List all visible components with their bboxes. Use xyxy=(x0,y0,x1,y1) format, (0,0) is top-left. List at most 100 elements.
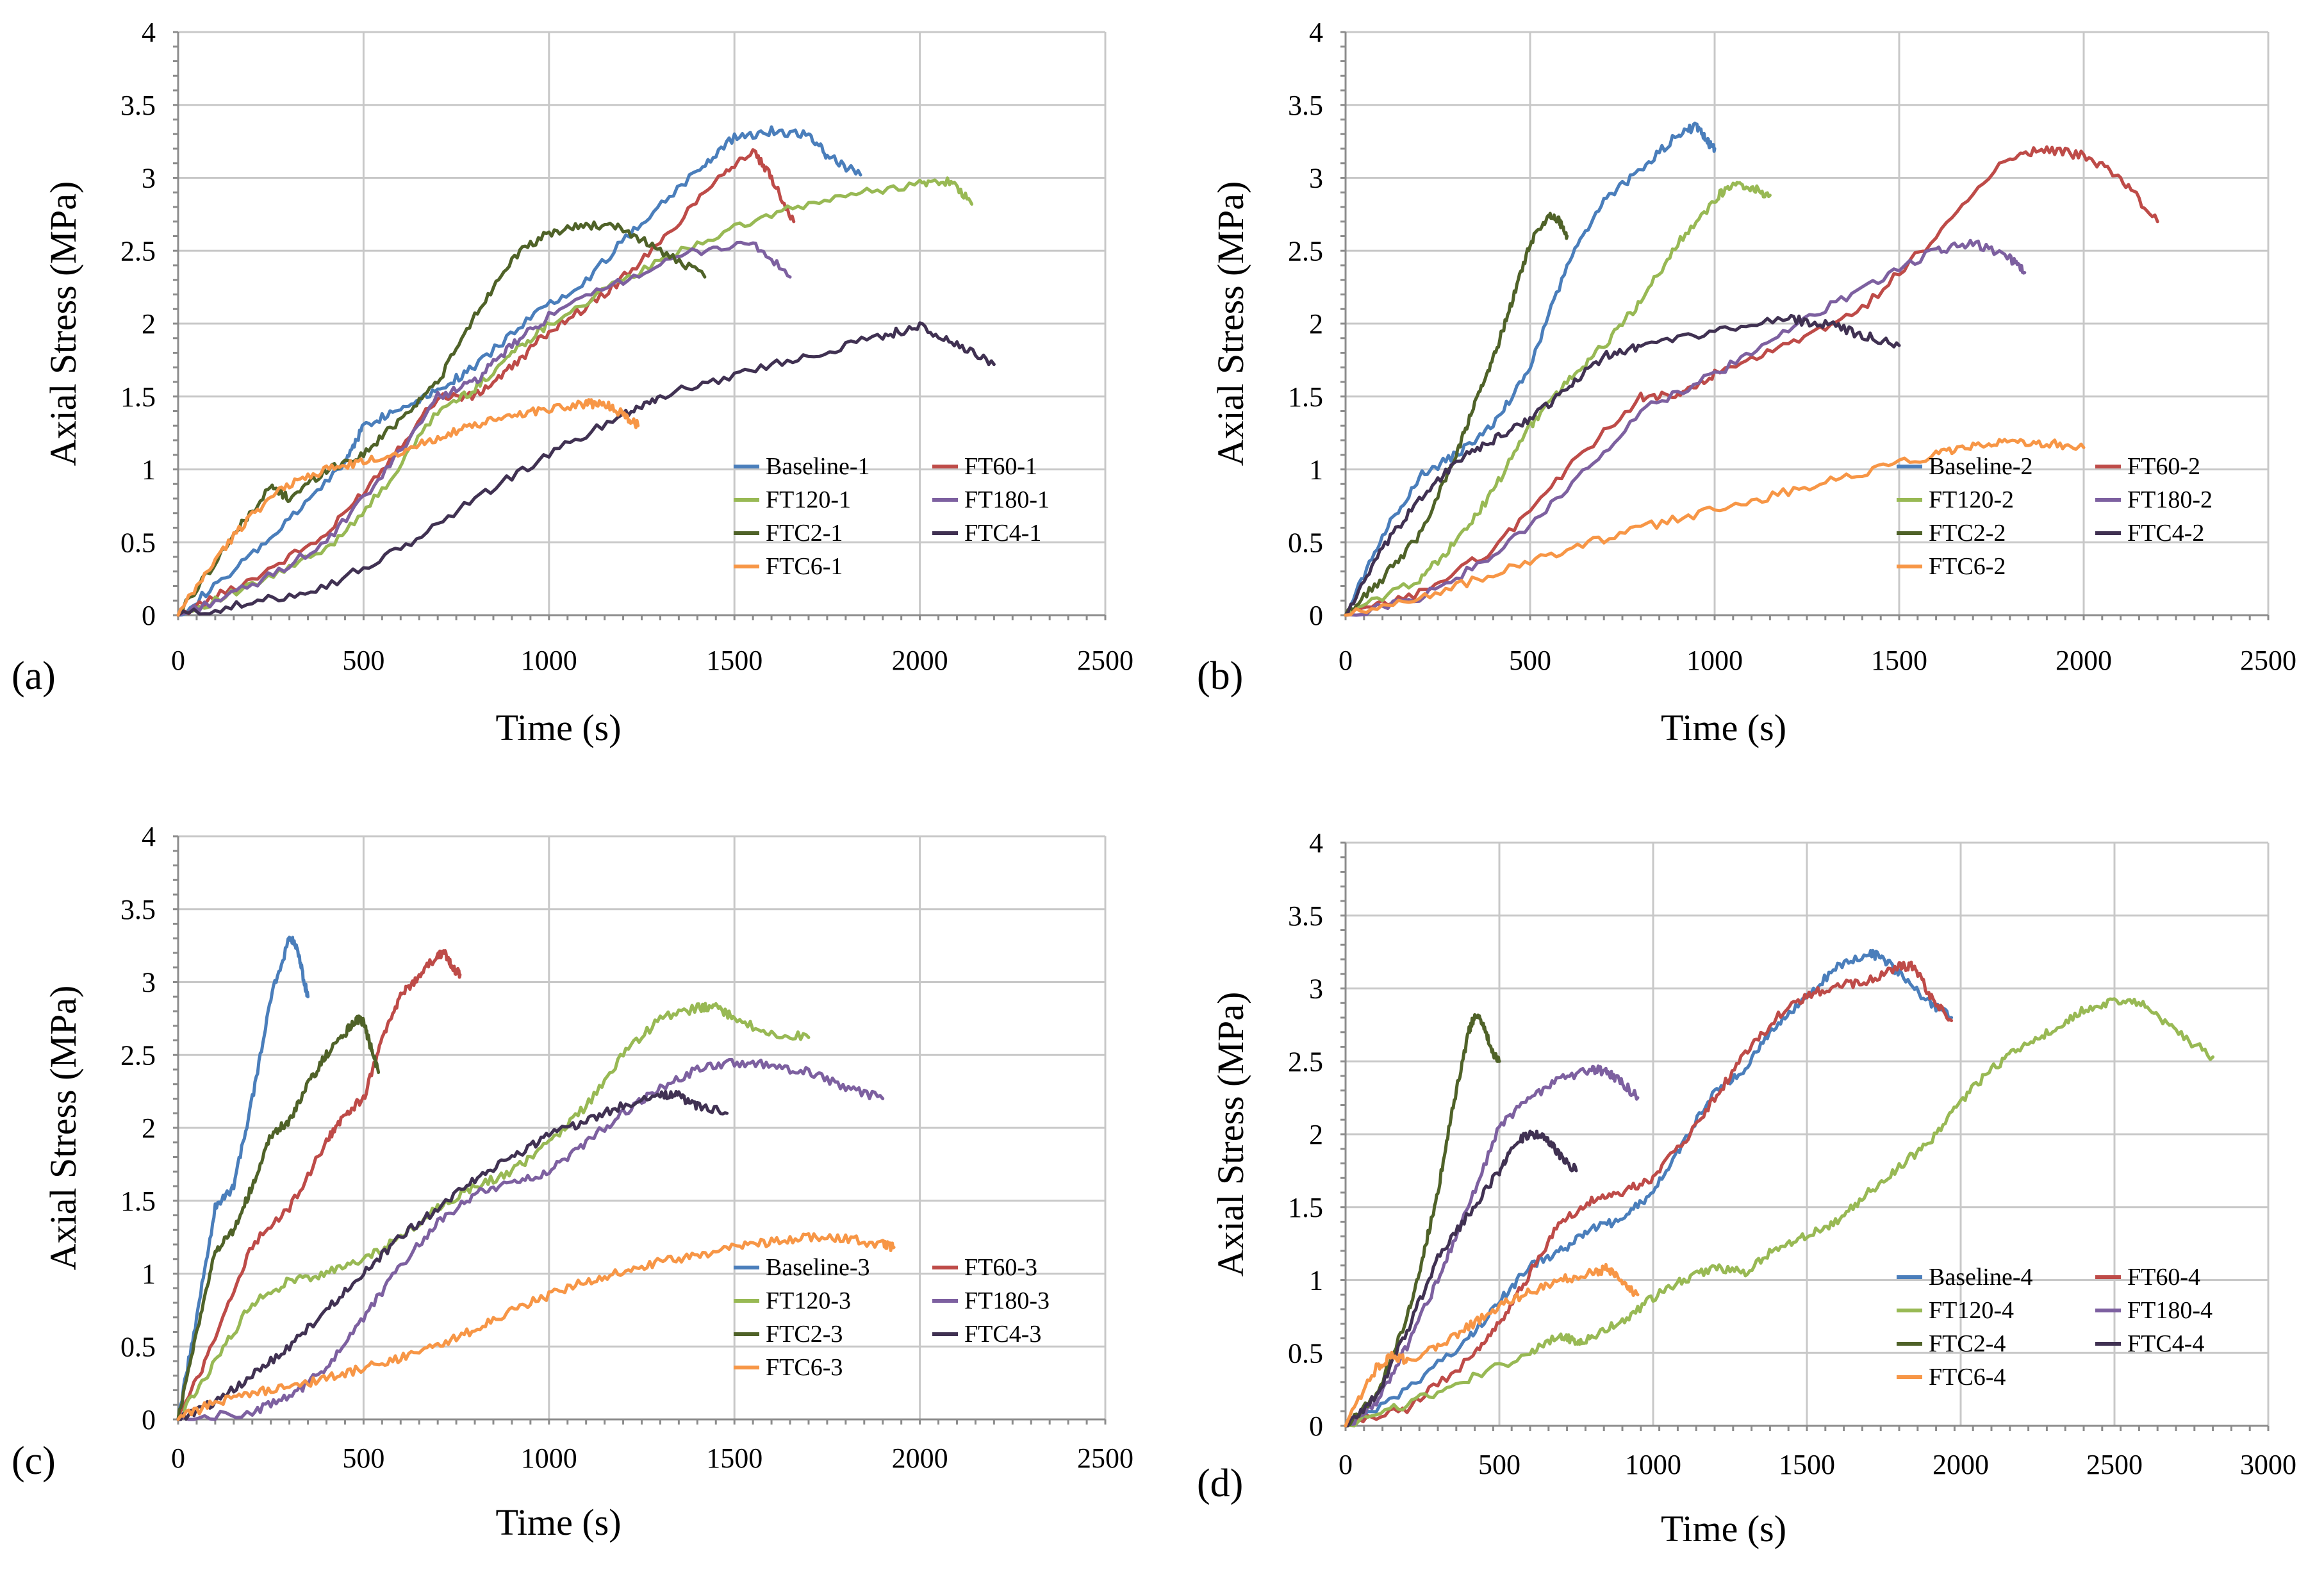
x-axis-title: Time (s) xyxy=(495,1501,621,1543)
legend-label: FT180-3 xyxy=(964,1287,1050,1314)
x-tick-label: 1500 xyxy=(1871,645,1927,676)
y-tick-label: 3 xyxy=(142,967,156,998)
y-tick-label: 1 xyxy=(142,454,156,486)
legend-label: FT180-1 xyxy=(964,486,1050,513)
legend-label: FT120-4 xyxy=(1929,1297,2014,1324)
x-tick-label: 2500 xyxy=(1077,1442,1133,1474)
x-tick-label: 1500 xyxy=(706,1442,762,1474)
y-tick-label: 2.5 xyxy=(1288,1046,1323,1077)
y-tick-label: 2 xyxy=(1309,1119,1323,1150)
y-tick-label: 0 xyxy=(142,1404,156,1435)
x-axis-title: Time (s) xyxy=(1661,707,1786,748)
legend-label: FTC2-2 xyxy=(1929,520,2006,547)
panel-b: 0 500 1000 1500 2000 2500 0 0.5 1 1.5 2 2.5 3 3.5 4 Tim… xyxy=(1197,17,2296,748)
x-axis-title: Time (s) xyxy=(1661,1508,1786,1549)
y-tick-label: 3.5 xyxy=(1288,900,1323,932)
legend-label: Baseline-4 xyxy=(1929,1264,2033,1291)
legend-label: FTC2-3 xyxy=(766,1321,843,1348)
legend-label: FTC6-4 xyxy=(1929,1364,2006,1391)
y-tick-label: 0 xyxy=(1309,600,1323,631)
x-tick-label: 0 xyxy=(171,645,185,676)
y-tick-label: 4 xyxy=(142,17,156,48)
y-tick-label: 0 xyxy=(1309,1410,1323,1442)
x-tick-label: 0 xyxy=(1339,1449,1353,1480)
legend-label: Baseline-2 xyxy=(1929,453,2033,480)
legend-label: FTC4-4 xyxy=(2127,1330,2204,1357)
x-tick-label: 2500 xyxy=(2240,645,2296,676)
x-tick-label: 0 xyxy=(171,1442,185,1474)
series-line-baseline-4 xyxy=(1344,948,1954,1428)
y-tick-label: 3.5 xyxy=(120,90,156,121)
legend-label: FT120-3 xyxy=(766,1287,851,1314)
y-tick-label: 2 xyxy=(142,308,156,340)
legend-label: FT120-2 xyxy=(1929,486,2014,513)
y-axis-title: Axial Stress (MPa) xyxy=(42,181,84,467)
series-line-ft180-4 xyxy=(1344,1064,1640,1428)
y-tick-label: 1.5 xyxy=(120,1186,156,1217)
series-line-ftc4-3 xyxy=(176,1089,729,1421)
y-tick-label: 4 xyxy=(142,821,156,852)
x-tick-label: 1000 xyxy=(521,645,577,676)
legend-label: FT60-3 xyxy=(964,1254,1037,1281)
legend-label: FT60-1 xyxy=(964,453,1037,480)
y-tick-label: 2.5 xyxy=(120,1039,156,1071)
legend-label: FTC4-3 xyxy=(964,1321,1041,1348)
y-axis-title: Axial Stress (MPa) xyxy=(1210,181,1251,467)
x-tick-label: 1500 xyxy=(1779,1449,1835,1480)
legend-label: Baseline-3 xyxy=(766,1254,870,1281)
y-tick-label: 0.5 xyxy=(120,527,156,558)
y-tick-label: 1 xyxy=(142,1259,156,1290)
series-line-ft180-2 xyxy=(1344,238,2027,617)
x-axis-title: Time (s) xyxy=(495,707,621,748)
panel-d: 0 500 1000 1500 2000 2500 3000 0 0.5 1 1.5 2 2.5 3 3.5… xyxy=(1197,827,2296,1549)
x-tick-label: 1000 xyxy=(1625,1449,1681,1480)
series-line-ftc6-1 xyxy=(176,398,640,617)
series-line-ft60-2 xyxy=(1344,145,2159,617)
panel-label: (a) xyxy=(12,654,56,698)
x-tick-label: 2000 xyxy=(2056,645,2112,676)
series-line-ftc6-3 xyxy=(176,1232,896,1421)
y-tick-label: 1.5 xyxy=(1288,381,1323,413)
legend-label: FTC4-1 xyxy=(964,520,1041,547)
series-line-ft60-1 xyxy=(176,148,796,617)
y-tick-label: 1 xyxy=(1309,454,1323,486)
x-tick-label: 2000 xyxy=(1933,1449,1989,1480)
series-line-ft60-4 xyxy=(1344,961,1954,1428)
y-tick-label: 1.5 xyxy=(1288,1192,1323,1223)
legend-label: FTC2-1 xyxy=(766,520,843,547)
y-tick-label: 3 xyxy=(1309,973,1323,1005)
y-tick-label: 1 xyxy=(1309,1265,1323,1296)
series-line-ftc4-2 xyxy=(1344,313,1901,617)
series-line-ft120-3 xyxy=(176,1002,811,1421)
x-tick-label: 500 xyxy=(1478,1449,1520,1480)
y-tick-label: 3 xyxy=(142,163,156,194)
series-line-ftc6-2 xyxy=(1344,438,2086,617)
y-tick-label: 0.5 xyxy=(120,1331,156,1362)
series-line-baseline-2 xyxy=(1344,121,1717,617)
y-tick-label: 4 xyxy=(1309,17,1323,48)
panel-label: (c) xyxy=(12,1439,56,1483)
panel-c: 0 500 1000 1500 2000 2500 0 0.5 1 1.5 2 2.5 3 3.5 4 Tim… xyxy=(12,821,1133,1543)
y-tick-label: 2.5 xyxy=(120,235,156,267)
legend-label: FT120-1 xyxy=(766,486,851,513)
x-tick-label: 2000 xyxy=(892,1442,948,1474)
series-line-baseline-3 xyxy=(176,936,310,1421)
y-axis-title: Axial Stress (MPa) xyxy=(42,986,84,1271)
x-tick-label: 1500 xyxy=(706,645,762,676)
legend-label: FTC6-3 xyxy=(766,1354,843,1381)
legend-label: Baseline-1 xyxy=(766,453,870,480)
series-line-ftc4-4 xyxy=(1344,1129,1578,1428)
y-tick-label: 3 xyxy=(1309,163,1323,194)
legend-label: FT180-2 xyxy=(2127,486,2213,513)
legend-label: FT60-2 xyxy=(2127,453,2200,480)
x-tick-label: 1000 xyxy=(1686,645,1743,676)
series-line-ftc2-3 xyxy=(176,1014,381,1421)
series-line-baseline-1 xyxy=(176,125,862,617)
series-line-ft60-3 xyxy=(176,949,462,1421)
y-tick-label: 2.5 xyxy=(1288,235,1323,267)
series-line-ftc4-1 xyxy=(176,321,996,617)
series-line-ft120-4 xyxy=(1344,997,2215,1428)
y-tick-label: 3.5 xyxy=(120,894,156,925)
y-tick-label: 2 xyxy=(1309,308,1323,340)
